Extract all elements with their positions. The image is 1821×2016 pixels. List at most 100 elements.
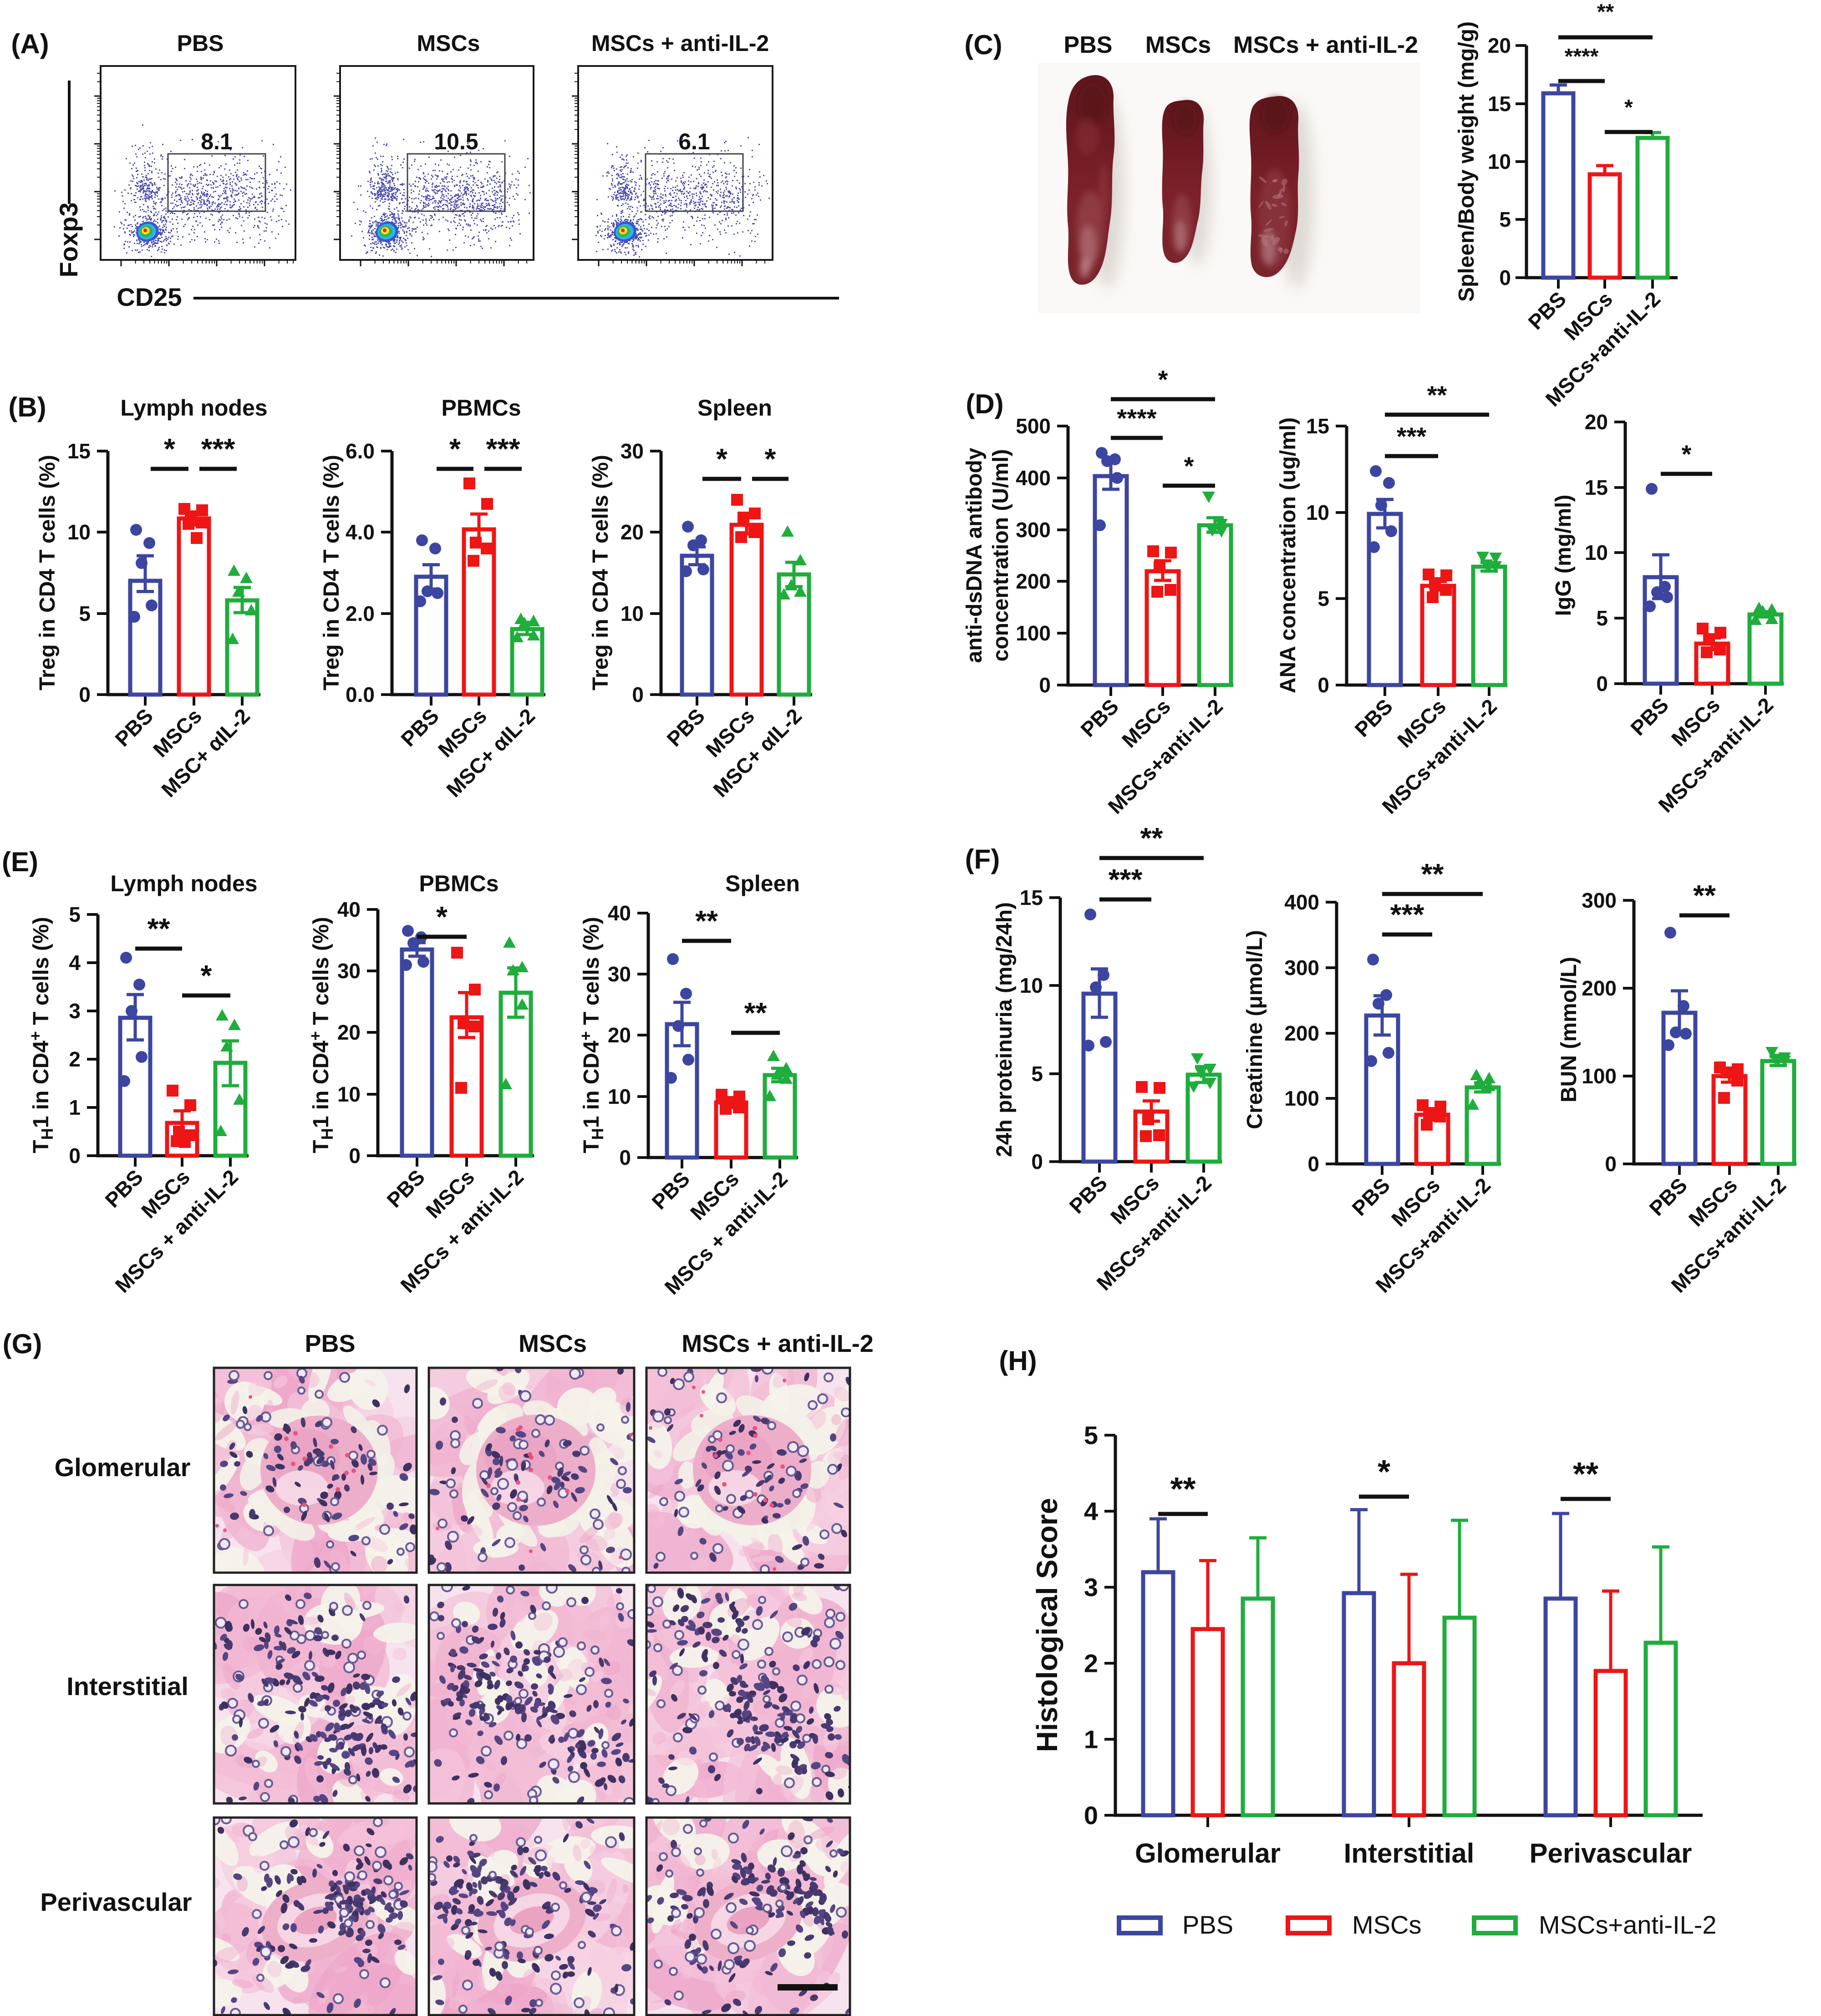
svg-text:Perivascular: Perivascular [1530,1838,1692,1869]
svg-text:2: 2 [1084,1649,1098,1678]
svg-text:*: * [1184,452,1194,480]
svg-text:500: 500 [1016,414,1051,438]
svg-text:ANA concentration (ug/ml): ANA concentration (ug/ml) [1276,417,1300,693]
svg-text:Interstitial: Interstitial [66,1672,188,1701]
svg-text:Histological Score: Histological Score [1031,1498,1063,1752]
svg-text:100: 100 [1284,1087,1319,1110]
svg-text:(F): (F) [965,844,1000,874]
svg-text:**: ** [695,904,718,937]
svg-text:4: 4 [1084,1497,1098,1526]
svg-text:20: 20 [621,520,644,544]
svg-text:*: * [449,432,461,465]
svg-text:***: *** [486,432,520,465]
svg-text:15: 15 [1020,886,1043,909]
svg-text:(H): (H) [999,1346,1037,1376]
svg-text:(A): (A) [11,29,49,59]
svg-text:****: **** [1117,404,1156,432]
svg-text:PBS: PBS [177,30,224,56]
svg-text:2: 2 [69,1047,81,1071]
svg-text:*: * [1624,96,1633,120]
svg-text:24h proteinuria (mg/24h): 24h proteinuria (mg/24h) [992,902,1017,1157]
svg-text:0: 0 [632,683,644,706]
svg-text:100: 100 [1582,1064,1617,1088]
svg-text:Spleen: Spleen [697,395,772,421]
svg-text:0: 0 [349,1144,361,1168]
svg-text:6.1: 6.1 [678,129,710,154]
svg-text:10: 10 [1020,974,1043,997]
svg-text:MSCs: MSCs [519,1330,587,1357]
svg-text:BUN (mmol/L): BUN (mmol/L) [1557,957,1581,1102]
svg-text:PBMCs: PBMCs [441,395,521,421]
svg-text:0: 0 [1499,266,1511,289]
svg-text:15: 15 [1585,476,1608,499]
svg-text:200: 200 [1016,569,1051,593]
svg-text:*: * [1158,365,1168,394]
svg-text:*: * [164,432,175,465]
svg-text:4.0: 4.0 [346,520,375,544]
svg-text:Lymph nodes: Lymph nodes [110,871,257,896]
svg-text:5: 5 [1499,208,1511,231]
svg-text:Perivascular: Perivascular [40,1888,192,1916]
svg-text:***: *** [201,432,235,465]
svg-text:(E): (E) [2,847,38,877]
svg-text:*: * [1378,1454,1390,1490]
svg-text:*: * [436,900,448,933]
svg-text:0: 0 [1317,673,1329,697]
svg-text:**: ** [1421,858,1444,890]
svg-text:200: 200 [1284,1021,1319,1045]
svg-text:MSCs: MSCs [1352,1910,1421,1939]
svg-text:3: 3 [69,999,81,1023]
svg-text:anti-dsDNA antibody: anti-dsDNA antibody [962,447,987,663]
svg-text:20: 20 [608,1023,631,1047]
svg-text:(D): (D) [966,389,1003,419]
svg-text:40: 40 [337,898,361,921]
svg-text:**: ** [1573,1456,1598,1493]
svg-text:(G): (G) [3,1329,42,1359]
svg-text:0: 0 [1605,1152,1617,1176]
svg-text:40: 40 [608,901,631,925]
svg-text:MSCs + anti-IL-2: MSCs + anti-IL-2 [1233,32,1418,58]
svg-text:****: **** [1565,45,1599,69]
svg-text:1: 1 [69,1096,81,1119]
svg-text:10.5: 10.5 [434,129,478,154]
svg-text:30: 30 [337,959,361,983]
svg-text:0: 0 [1084,1801,1098,1830]
svg-text:20: 20 [1585,410,1608,434]
svg-text:*: * [201,959,212,992]
svg-text:Creatinine (μmol/L): Creatinine (μmol/L) [1243,930,1267,1129]
svg-text:15: 15 [1306,414,1329,438]
svg-text:***: *** [1109,863,1143,896]
svg-text:400: 400 [1016,466,1051,490]
svg-text:10: 10 [621,602,644,625]
svg-text:0.0: 0.0 [346,683,375,706]
svg-text:MSCs + anti-IL-2: MSCs + anti-IL-2 [682,1330,874,1357]
svg-text:(C): (C) [964,30,1002,60]
svg-text:5: 5 [1084,1421,1098,1450]
svg-text:0: 0 [1307,1152,1319,1176]
svg-text:3: 3 [1084,1573,1098,1602]
svg-text:0: 0 [1039,673,1051,697]
svg-text:5: 5 [1031,1062,1043,1086]
svg-text:**: ** [1693,879,1716,912]
svg-text:PBS: PBS [1064,32,1113,58]
svg-text:***: *** [1390,898,1424,931]
svg-text:Treg in CD4 T cells (%): Treg in CD4 T cells (%) [320,455,344,690]
svg-text:10: 10 [1488,150,1511,173]
svg-text:Interstitial: Interstitial [1344,1838,1475,1869]
svg-text:30: 30 [608,962,631,986]
svg-text:10: 10 [1585,541,1608,564]
svg-text:**: ** [1597,0,1614,24]
svg-text:20: 20 [337,1021,361,1044]
svg-text:0: 0 [619,1146,631,1169]
svg-text:100: 100 [1016,621,1051,645]
svg-text:300: 300 [1582,889,1617,912]
svg-text:10: 10 [337,1082,361,1106]
svg-text:6.0: 6.0 [346,439,375,463]
svg-text:Foxp3: Foxp3 [54,203,83,278]
svg-text:5: 5 [1317,587,1329,610]
svg-text:MSCs+anti-IL-2: MSCs+anti-IL-2 [1539,1910,1717,1939]
svg-text:10: 10 [1306,501,1329,524]
svg-text:15: 15 [1488,92,1511,116]
svg-text:1: 1 [1084,1725,1098,1754]
svg-text:0: 0 [1031,1150,1043,1173]
